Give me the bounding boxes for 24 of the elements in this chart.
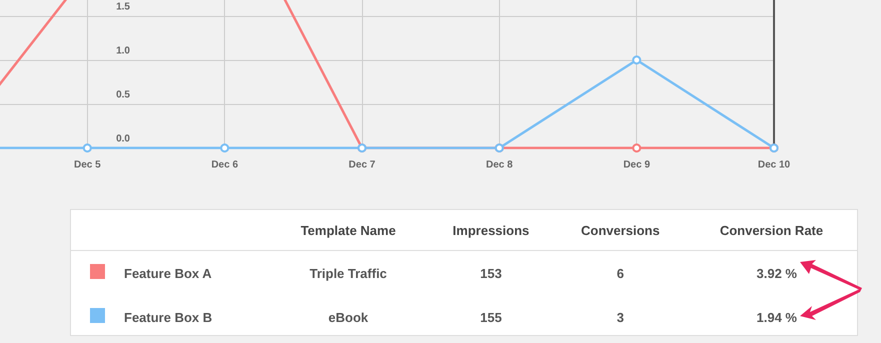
y-tick-label: 1.5 — [116, 2, 130, 12]
category-label: Template Name — [269, 210, 428, 250]
x-tick-label: Dec 6 — [211, 160, 238, 170]
x-tick-label: Dec 8 — [486, 160, 514, 170]
text: 153 — [480, 266, 502, 280]
text: 6 — [616, 266, 624, 280]
category-label: Feature Box B — [124, 310, 212, 324]
x-tick-label: Dec 9 — [623, 160, 650, 170]
category-label: Conversion Rate — [686, 210, 857, 250]
y-tick-label: 0.0 — [116, 134, 130, 144]
text: Triple Traffic — [310, 266, 387, 280]
text: 155 — [480, 310, 502, 324]
category-label: Feature Box A — [124, 266, 212, 280]
y-tick-label: 1.0 — [116, 46, 130, 56]
category-label: Impressions — [427, 210, 555, 250]
y-tick-label: 0.5 — [116, 90, 130, 100]
x-tick-label: Dec 10 — [758, 160, 791, 170]
text: 3 — [616, 310, 624, 324]
category-label: Conversions — [554, 210, 686, 250]
text: eBook — [328, 310, 368, 324]
x-tick-label: Dec 5 — [74, 160, 102, 170]
text: 3.92 % — [756, 266, 797, 280]
text: 1.94 % — [756, 310, 797, 324]
x-tick-label: Dec 7 — [348, 160, 376, 170]
